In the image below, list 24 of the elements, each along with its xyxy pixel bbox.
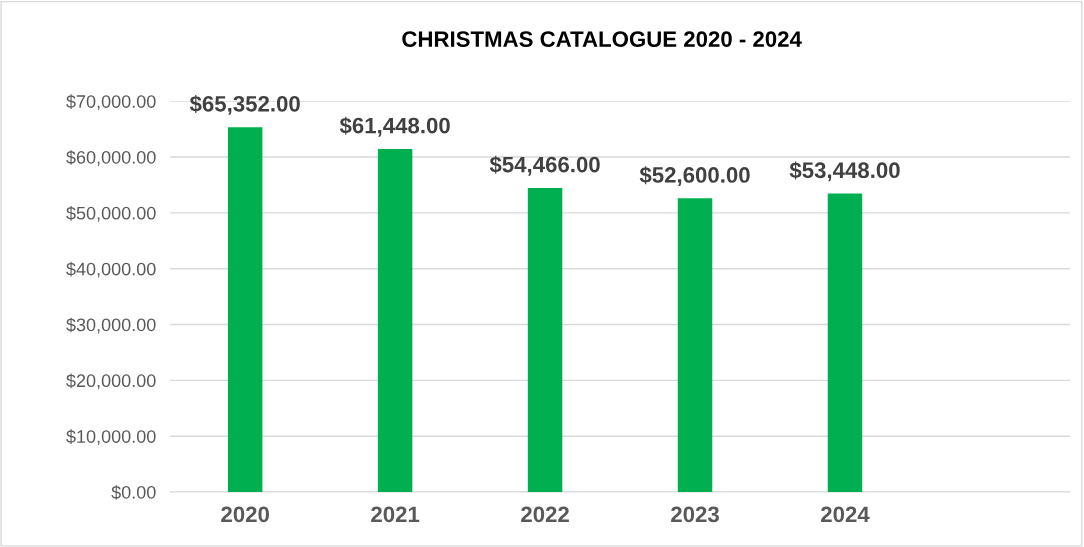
y-tick-label: $50,000.00 <box>66 206 156 222</box>
bar <box>227 127 263 493</box>
bar <box>827 193 863 493</box>
y-tick-label: $30,000.00 <box>66 317 156 334</box>
bar <box>527 187 563 493</box>
y-tick-label: $20,000.00 <box>66 373 156 390</box>
data-label: $52,600.00 <box>639 166 750 187</box>
x-tick-label: 2023 <box>671 506 719 523</box>
x-tick-label: 2022 <box>521 506 569 523</box>
data-label: $65,352.00 <box>189 94 300 115</box>
chart-title: CHRISTMAS CATALOGUE 2020 - 2024 <box>402 31 802 47</box>
bar <box>377 148 413 493</box>
bar <box>677 198 713 493</box>
x-tick-label: 2020 <box>221 506 269 523</box>
y-tick-label: $60,000.00 <box>66 150 156 166</box>
data-label: $54,466.00 <box>489 155 600 176</box>
y-tick-label: $10,000.00 <box>66 429 156 446</box>
y-tick-label: $70,000.00 <box>66 94 156 111</box>
y-tick-label: $40,000.00 <box>66 261 156 278</box>
x-tick-label: 2024 <box>821 506 870 523</box>
x-tick-label: 2021 <box>371 506 420 523</box>
data-label: $61,448.00 <box>339 116 450 137</box>
data-label: $53,448.00 <box>789 161 900 182</box>
y-tick-label: $0.00 <box>111 485 156 500</box>
